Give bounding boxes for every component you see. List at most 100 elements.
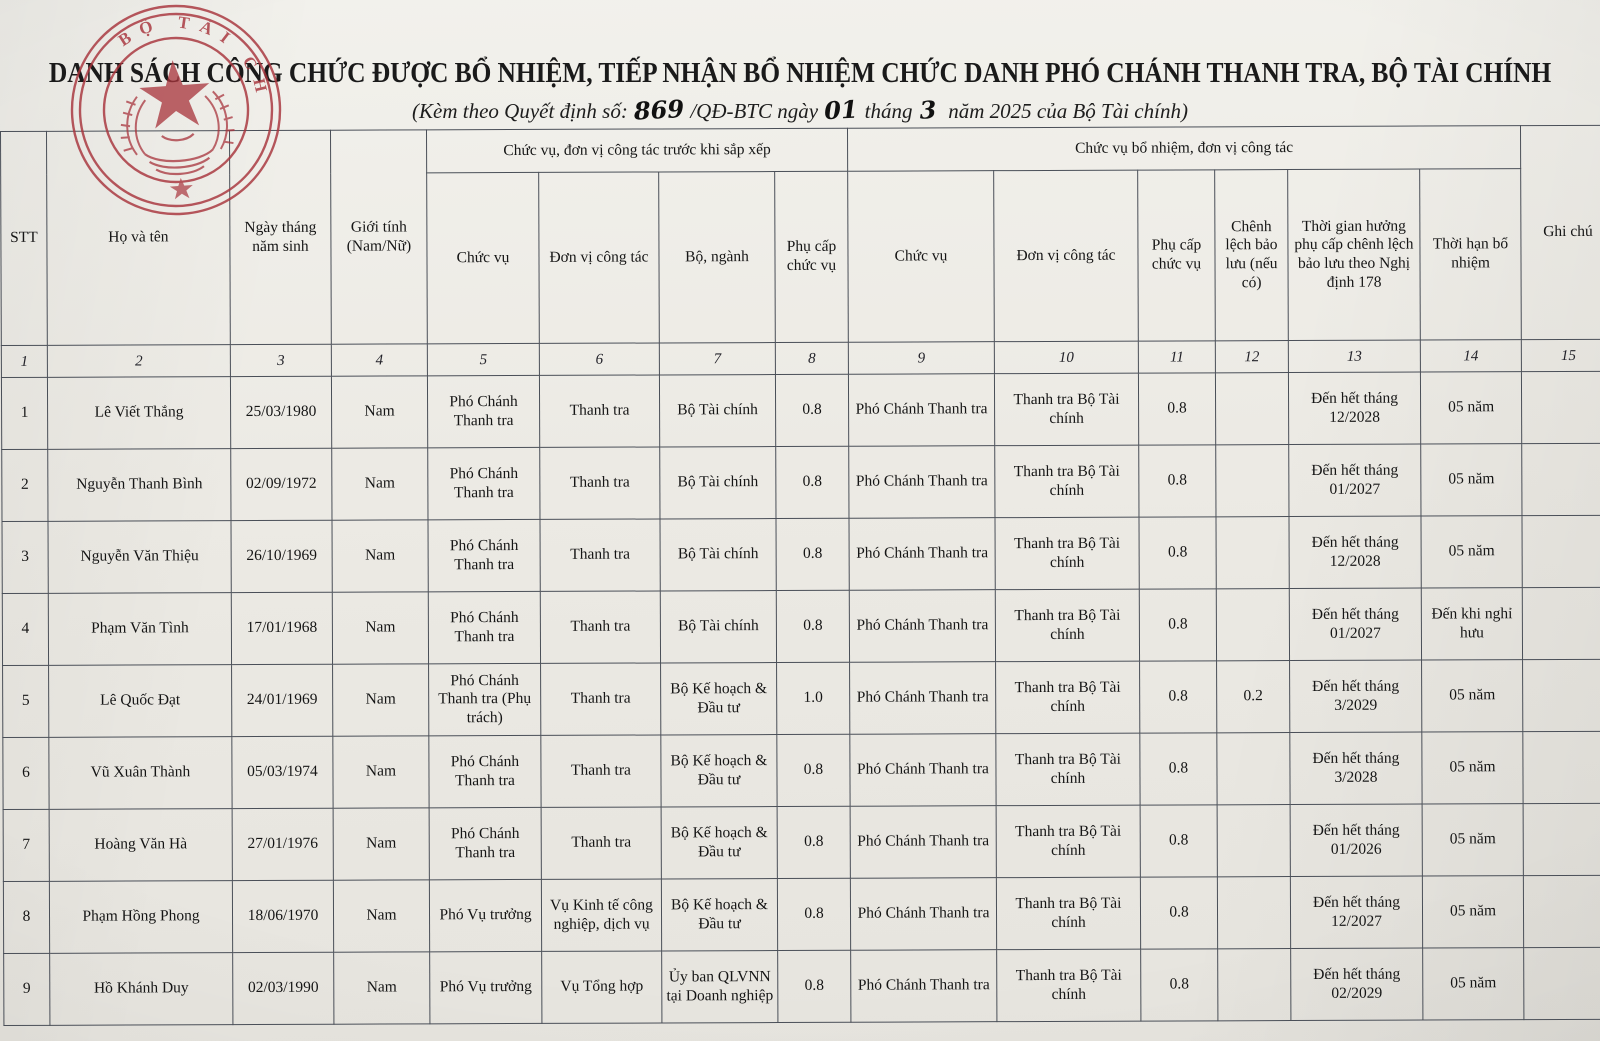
table-row: 6 Vũ Xuân Thành 05/03/1974 Nam Phó Chánh Tha… [2, 731, 1600, 810]
cell-note [1521, 371, 1600, 444]
column-header-gender: Giới tính (Nam/Nữ) [330, 129, 428, 345]
table-row: 8 Phạm Hồng Phong 18/06/1970 Nam Phó Vụ trưở… [3, 875, 1600, 954]
column-number: 12 [1215, 340, 1289, 373]
cell-stt: 8 [3, 881, 50, 954]
cell-full-name: Nguyễn Thanh Bình [47, 448, 231, 522]
cell-reserve-period: Đến hết tháng 12/2027 [1290, 876, 1423, 949]
cell-new-unit: Thanh tra Bộ Tài chính [996, 877, 1141, 950]
cell-new-position: Phó Chánh Thanh tra [850, 805, 997, 879]
table-row: 9 Hồ Khánh Duy 02/03/1990 Nam Phó Vụ trưởng V… [3, 947, 1600, 1026]
cell-date-of-birth: 26/10/1969 [230, 520, 333, 593]
appointment-table-container: STT Họ và tên Ngày tháng năm sinh Giới t… [0, 125, 1600, 1026]
column-number: 3 [230, 344, 332, 377]
cell-new-allowance: 0.8 [1140, 948, 1218, 1022]
cell-note [1522, 587, 1600, 660]
column-header-appointment-term: Thời hạn bổ nhiệm [1419, 168, 1522, 341]
table-row: 1 Lê Viết Thắng 25/03/1980 Nam Phó Chánh Tha… [1, 371, 1600, 450]
cell-note [1522, 515, 1600, 588]
cell-new-allowance: 0.8 [1138, 516, 1217, 590]
cell-new-unit: Thanh tra Bộ Tài chính [994, 373, 1139, 446]
cell-old-position: Phó Chánh Thanh tra [429, 807, 542, 880]
cell-gender: Nam [332, 663, 429, 737]
cell-old-allowance: 0.8 [775, 446, 849, 519]
cell-reserve-period: Đến hết tháng 01/2027 [1288, 444, 1421, 517]
column-header-new-position: Chức vụ [847, 170, 995, 343]
cell-appointment-term: 05 năm [1421, 731, 1524, 805]
cell-reserve-difference [1217, 804, 1291, 877]
table-row: 7 Hoàng Văn Hà 27/01/1976 Nam Phó Chánh Than… [3, 803, 1600, 882]
cell-old-allowance: 0.8 [776, 590, 850, 663]
column-number: 13 [1288, 340, 1421, 373]
table-row: 4 Phạm Văn Tình 17/01/1968 Nam Phó Chánh Tha… [2, 587, 1600, 666]
cell-old-ministry: Bộ Tài chính [660, 590, 777, 663]
cell-old-position: Phó Vụ trưởng [429, 879, 542, 952]
cell-note [1523, 947, 1600, 1020]
cell-appointment-term: 05 năm [1420, 515, 1523, 589]
cell-reserve-difference [1216, 588, 1290, 661]
cell-old-ministry: Bộ Tài chính [659, 446, 776, 519]
cell-date-of-birth: 05/03/1974 [231, 736, 334, 809]
cell-appointment-term: 05 năm [1420, 443, 1523, 517]
cell-stt: 2 [1, 449, 48, 522]
cell-old-allowance: 0.8 [777, 878, 851, 951]
column-number: 11 [1138, 340, 1216, 374]
cell-stt: 5 [2, 665, 49, 738]
cell-stt: 1 [1, 377, 48, 450]
cell-reserve-difference [1216, 732, 1291, 805]
cell-stt: 9 [3, 953, 50, 1026]
column-number: 1 [1, 345, 48, 378]
cell-old-ministry: Bộ Tài chính [659, 374, 776, 447]
cell-old-position: Phó Chánh Thanh tra [428, 735, 542, 808]
column-header-old-allowance: Phụ cấp chức vụ [774, 171, 849, 343]
cell-reserve-difference [1217, 948, 1291, 1021]
cell-new-position: Phó Chánh Thanh tra [849, 733, 997, 807]
cell-stt: 4 [2, 593, 49, 666]
cell-new-allowance: 0.8 [1138, 372, 1216, 446]
cell-old-ministry: Bộ Kế hoạch & Đầu tư [660, 734, 778, 807]
cell-old-position: Phó Chánh Thanh tra [427, 375, 540, 448]
cell-new-unit: Thanh tra Bộ Tài chính [995, 589, 1140, 662]
cell-full-name: Hoàng Văn Hà [49, 808, 233, 882]
column-number: 10 [994, 341, 1139, 374]
cell-new-position: Phó Chánh Thanh tra [850, 877, 997, 951]
cell-new-allowance: 0.8 [1139, 660, 1217, 734]
cell-old-allowance: 0.8 [775, 518, 850, 591]
cell-reserve-difference: 0.2 [1216, 660, 1290, 733]
cell-old-allowance: 0.8 [777, 806, 851, 879]
column-number: 4 [331, 343, 428, 377]
cell-old-allowance: 0.8 [777, 950, 851, 1023]
cell-old-allowance: 1.0 [776, 662, 850, 735]
cell-gender: Nam [331, 375, 428, 449]
cell-appointment-term: 05 năm [1422, 803, 1524, 877]
cell-new-position: Phó Chánh Thanh tra [848, 445, 995, 519]
cell-old-unit: Thanh tra [540, 590, 661, 664]
cell-old-unit: Vụ Kinh tế công nghiệp, dịch vụ [541, 878, 662, 952]
cell-stt: 3 [1, 521, 49, 594]
cell-note [1523, 875, 1600, 948]
cell-full-name: Phạm Văn Tình [48, 592, 232, 666]
cell-old-allowance: 0.8 [775, 374, 849, 447]
subtitle-prefix: (Kèm theo Quyết định số: [412, 99, 628, 123]
cell-old-unit: Thanh tra [539, 374, 660, 448]
cell-old-position: Phó Chánh Thanh tra (Phụ trách) [428, 663, 541, 736]
cell-date-of-birth: 25/03/1980 [230, 376, 332, 449]
cell-full-name: Hồ Khánh Duy [49, 952, 233, 1026]
column-header-new-allowance: Phụ cấp chức vụ [1137, 169, 1216, 342]
cell-date-of-birth: 18/06/1970 [232, 880, 334, 953]
cell-full-name: Lê Quốc Đạt [48, 664, 232, 738]
column-number: 9 [848, 341, 995, 375]
cell-old-unit: Thanh tra [541, 806, 662, 880]
column-number: 14 [1420, 339, 1522, 373]
column-number: 2 [47, 344, 231, 378]
cell-appointment-term: 05 năm [1422, 875, 1524, 949]
table-body: 1 Lê Viết Thắng 25/03/1980 Nam Phó Chánh Tha… [1, 371, 1600, 1026]
cell-old-ministry: Bộ Kế hoạch & Đầu tư [661, 878, 778, 951]
decision-day-handwritten: 01 [823, 95, 859, 126]
cell-old-ministry: Bộ Kế hoạch & Đầu tư [661, 806, 778, 879]
subtitle-mid-1: /QĐ-BTC ngày [690, 99, 819, 123]
cell-gender: Nam [333, 879, 430, 953]
column-number: 15 [1521, 339, 1600, 372]
cell-stt: 6 [2, 737, 50, 810]
subtitle-mid-2: tháng [864, 99, 913, 123]
cell-old-position: Phó Chánh Thanh tra [427, 519, 541, 592]
